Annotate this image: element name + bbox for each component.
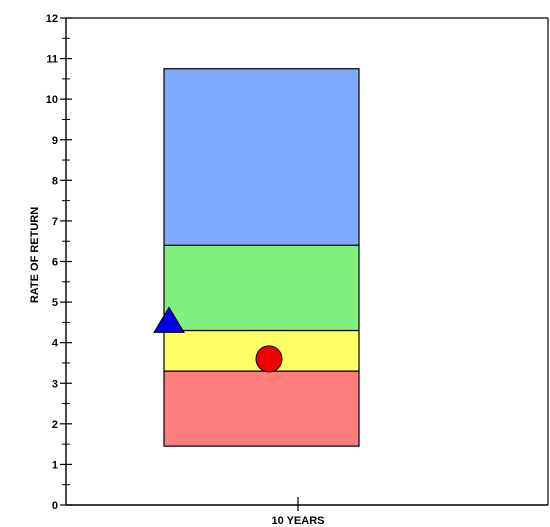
x-tick-label-0: 10 YEARS (272, 515, 325, 527)
y-tick-label-2: 2 (52, 419, 58, 431)
y-tick-label-9: 9 (52, 135, 58, 147)
y-tick-label-0: 0 (52, 500, 58, 512)
y-tick-label-11: 11 (46, 54, 58, 66)
y-tick-label-10: 10 (46, 94, 58, 106)
band-0 (163, 370, 360, 447)
marker-circle (255, 345, 283, 373)
y-tick-label-3: 3 (52, 378, 58, 390)
y-axis-title: RATE OF RETURN (29, 207, 41, 303)
x-axis: 10 YEARS (272, 497, 325, 527)
y-tick-label-1: 1 (52, 459, 58, 471)
y-tick-label-7: 7 (52, 216, 58, 228)
y-tick-label-4: 4 (52, 338, 59, 350)
bands-layer (163, 68, 360, 447)
y-tick-label-12: 12 (46, 13, 58, 25)
markers-layer (153, 306, 283, 373)
y-tick-label-5: 5 (52, 297, 58, 309)
band-2 (163, 244, 360, 332)
marker-triangle (153, 306, 185, 333)
band-3 (163, 68, 360, 246)
y-tick-label-6: 6 (52, 257, 58, 269)
y-tick-label-8: 8 (52, 175, 58, 187)
